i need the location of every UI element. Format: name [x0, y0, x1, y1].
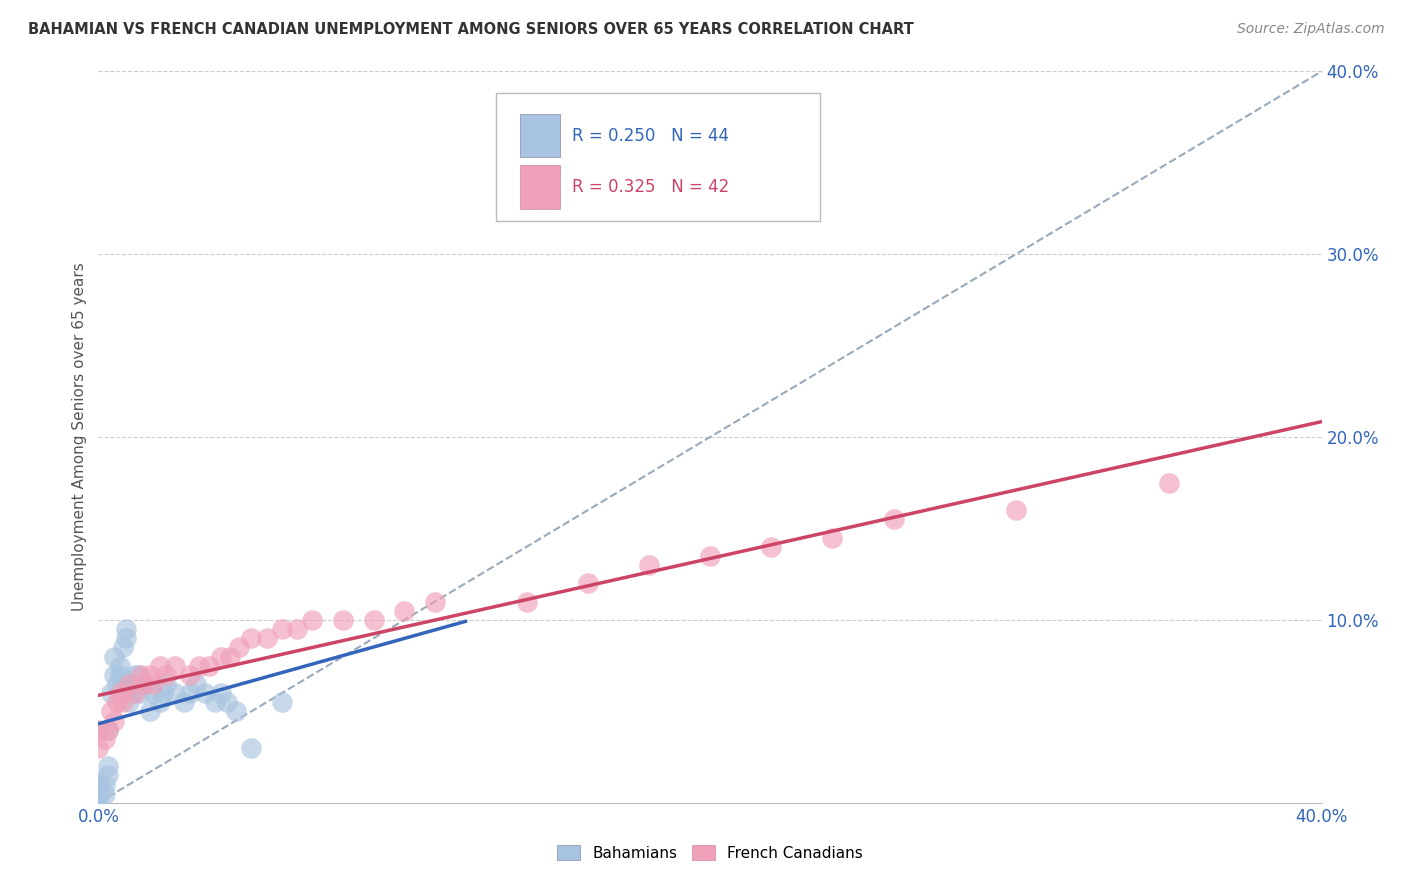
- Point: [139, 705, 162, 719]
- FancyBboxPatch shape: [520, 114, 560, 157]
- Point: [105, 695, 128, 709]
- Point: [270, 622, 292, 636]
- Point: [124, 686, 146, 700]
- Point: [100, 686, 122, 700]
- Point: [516, 594, 538, 608]
- Point: [87, 792, 110, 806]
- Point: [699, 549, 721, 563]
- Point: [100, 705, 122, 719]
- Point: [142, 686, 165, 700]
- Point: [219, 649, 242, 664]
- Point: [87, 781, 110, 796]
- Point: [637, 558, 661, 573]
- Point: [124, 677, 146, 691]
- Point: [188, 658, 211, 673]
- Point: [155, 667, 177, 681]
- Point: [118, 695, 141, 709]
- Point: [93, 777, 115, 792]
- Point: [301, 613, 323, 627]
- Text: BAHAMIAN VS FRENCH CANADIAN UNEMPLOYMENT AMONG SENIORS OVER 65 YEARS CORRELATION: BAHAMIAN VS FRENCH CANADIAN UNEMPLOYMENT…: [28, 22, 914, 37]
- Point: [149, 658, 172, 673]
- Point: [127, 667, 149, 681]
- Text: R = 0.250   N = 44: R = 0.250 N = 44: [572, 127, 728, 145]
- Point: [821, 531, 844, 545]
- Point: [134, 677, 156, 691]
- Point: [105, 677, 128, 691]
- Point: [215, 695, 238, 709]
- Text: R = 0.325   N = 42: R = 0.325 N = 42: [572, 178, 730, 196]
- Y-axis label: Unemployment Among Seniors over 65 years: Unemployment Among Seniors over 65 years: [72, 263, 87, 611]
- Point: [87, 723, 110, 737]
- Point: [197, 658, 219, 673]
- Point: [129, 686, 152, 700]
- Point: [97, 723, 120, 737]
- Point: [118, 677, 141, 691]
- Point: [87, 740, 110, 755]
- Point: [108, 686, 131, 700]
- Point: [93, 787, 115, 801]
- Point: [118, 677, 141, 691]
- Point: [179, 686, 201, 700]
- Point: [392, 604, 416, 618]
- Point: [759, 540, 782, 554]
- Point: [163, 658, 186, 673]
- Point: [363, 613, 385, 627]
- Point: [142, 677, 165, 691]
- Point: [163, 686, 186, 700]
- Point: [134, 677, 156, 691]
- Point: [1157, 475, 1180, 490]
- Point: [111, 640, 134, 655]
- Point: [97, 768, 120, 782]
- Point: [103, 649, 125, 664]
- Point: [204, 695, 226, 709]
- Point: [108, 658, 131, 673]
- Point: [149, 695, 172, 709]
- Point: [152, 686, 174, 700]
- Point: [883, 512, 905, 526]
- FancyBboxPatch shape: [520, 165, 560, 209]
- Point: [209, 649, 232, 664]
- Point: [115, 632, 138, 646]
- Point: [87, 787, 110, 801]
- Point: [115, 622, 138, 636]
- Point: [270, 695, 292, 709]
- Point: [240, 740, 263, 755]
- Point: [228, 640, 250, 655]
- Point: [87, 777, 110, 792]
- Point: [129, 667, 152, 681]
- Point: [121, 686, 143, 700]
- Point: [423, 594, 446, 608]
- Point: [97, 759, 120, 773]
- Point: [103, 714, 125, 728]
- Point: [93, 731, 115, 746]
- Point: [1004, 503, 1026, 517]
- Point: [124, 667, 146, 681]
- Point: [194, 686, 217, 700]
- Point: [111, 695, 134, 709]
- Point: [103, 667, 125, 681]
- FancyBboxPatch shape: [496, 94, 820, 221]
- Point: [87, 773, 110, 788]
- Point: [240, 632, 263, 646]
- Point: [576, 576, 599, 591]
- Point: [179, 667, 201, 681]
- Point: [139, 667, 162, 681]
- Point: [332, 613, 354, 627]
- Legend: Bahamians, French Canadians: Bahamians, French Canadians: [550, 837, 870, 868]
- Point: [225, 705, 247, 719]
- Point: [173, 695, 195, 709]
- Point: [285, 622, 308, 636]
- Point: [256, 632, 278, 646]
- Point: [87, 790, 110, 805]
- Point: [209, 686, 232, 700]
- Point: [186, 677, 208, 691]
- Point: [155, 677, 177, 691]
- Text: Source: ZipAtlas.com: Source: ZipAtlas.com: [1237, 22, 1385, 37]
- Point: [108, 667, 131, 681]
- Point: [97, 723, 120, 737]
